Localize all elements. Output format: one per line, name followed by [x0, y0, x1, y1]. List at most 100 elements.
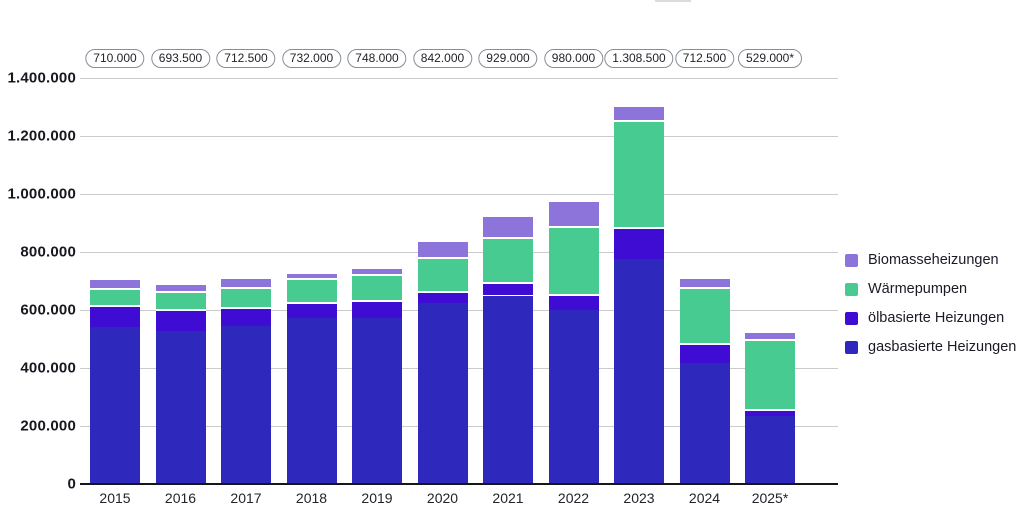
total-label-pill: 712.500: [674, 49, 735, 68]
bar-segment-gasbasierte: [352, 317, 402, 484]
x-axis-tick-label: 2019: [361, 490, 393, 506]
bar-segment-ölbasierte: [548, 294, 599, 311]
bar-segment-ölbasierte: [483, 281, 533, 296]
y-gridline: [80, 78, 838, 79]
bar-segment-wärmepumpen: [679, 286, 730, 343]
legend-swatch-icon: [845, 340, 858, 354]
legend-label: Biomasseheizungen: [868, 252, 999, 268]
bar-segment-gasbasierte: [155, 331, 206, 484]
bar-2018: [286, 0, 337, 484]
bar-2015: [90, 0, 140, 484]
chart-legend: Biomasseheizungen Wärmepumpen ölbasierte H…: [845, 252, 1016, 355]
total-label-pill: 980.000: [543, 49, 604, 68]
x-axis-tick-label: 2017: [230, 490, 262, 506]
bar-segment-wärmepumpen: [548, 225, 599, 295]
y-axis-tick-label: 1.000.000: [7, 185, 76, 203]
bar-segment-ölbasierte: [286, 301, 337, 319]
bar-segment-ölbasierte: [745, 409, 795, 416]
total-label-pill: 693.500: [150, 49, 211, 68]
y-axis-tick-label: 800.000: [20, 243, 76, 261]
bar-segment-wärmepumpen: [483, 237, 533, 282]
bar-segment-biomasseheizungen: [90, 278, 140, 288]
bar-segment-wärmepumpen: [417, 257, 468, 291]
legend-item-wärmepumpen: Wärmepumpen: [845, 281, 1016, 297]
y-axis-tick-label: 0: [67, 475, 76, 493]
bar-segment-biomasseheizungen: [417, 239, 468, 258]
y-axis-tick-label: 200.000: [20, 417, 76, 435]
bar-segment-gasbasierte: [286, 318, 337, 484]
total-label-pill: 842.000: [412, 49, 473, 68]
legend-item-ölbasierte: ölbasierte Heizungen: [845, 310, 1016, 326]
bar-segment-wärmepumpen: [352, 274, 402, 300]
bar-segment-gasbasierte: [221, 325, 271, 484]
y-gridline: [80, 194, 838, 195]
bar-segment-biomasseheizungen: [352, 267, 402, 275]
total-label-pill: 529.000*: [737, 49, 803, 68]
legend-swatch-icon: [845, 311, 858, 325]
legend-label: Wärmepumpen: [868, 281, 968, 297]
bar-segment-ölbasierte: [679, 342, 730, 363]
x-axis-tick-label: 2018: [295, 490, 328, 506]
bar-segment-biomasseheizungen: [483, 214, 533, 238]
bar-segment-biomasseheizungen: [548, 199, 599, 226]
bar-2024: [679, 0, 730, 484]
bar-segment-ölbasierte: [417, 290, 468, 303]
x-axis-tick-label: 2021: [492, 490, 524, 506]
bar-segment-gasbasierte: [614, 259, 664, 484]
legend-swatch-icon: [845, 282, 858, 296]
cropped-element-remnant: [655, 0, 691, 2]
bar-segment-biomasseheizungen: [614, 104, 664, 121]
bar-segment-ölbasierte: [614, 226, 664, 260]
bar-2021: [483, 0, 533, 484]
legend-label: ölbasierte Heizungen: [868, 310, 1005, 326]
bar-2023: [614, 0, 664, 484]
bar-segment-gasbasierte: [483, 295, 533, 484]
bar-segment-biomasseheizungen: [286, 271, 337, 279]
total-label-pill: 1.308.500: [604, 49, 674, 68]
bar-2016: [155, 0, 206, 484]
bar-segment-biomasseheizungen: [155, 282, 206, 292]
legend-item-biomasseheizungen: Biomasseheizungen: [845, 252, 1016, 268]
x-axis-tick-label: 2023: [623, 490, 655, 506]
bar-segment-gasbasierte: [679, 362, 730, 484]
bar-2025: [745, 0, 795, 484]
bar-segment-ölbasierte: [90, 304, 140, 328]
x-axis-tick-label: 2020: [426, 490, 459, 506]
x-axis-line: [80, 483, 838, 485]
total-label-pill: 929.000: [478, 49, 538, 68]
y-axis-tick-label: 400.000: [20, 359, 76, 377]
bar-segment-gasbasierte: [745, 415, 795, 484]
y-axis-tick-label: 600.000: [20, 301, 76, 319]
x-axis-tick-label: 2024: [688, 490, 721, 506]
y-axis-tick-label: 1.400.000: [7, 69, 76, 87]
total-label-pill: 710.000: [85, 49, 145, 68]
bar-segment-biomasseheizungen: [745, 330, 795, 339]
total-label-pill: 748.000: [347, 49, 407, 68]
x-axis-tick-label: 2015: [99, 490, 131, 506]
bar-segment-biomasseheizungen: [221, 277, 271, 288]
bar-segment-biomasseheizungen: [679, 277, 730, 287]
legend-swatch-icon: [845, 253, 858, 267]
bar-segment-ölbasierte: [221, 307, 271, 326]
bar-2019: [352, 0, 402, 484]
x-axis-tick-label: 2025*: [751, 490, 789, 506]
bar-segment-wärmepumpen: [286, 278, 337, 302]
bar-segment-wärmepumpen: [90, 287, 140, 305]
bar-2017: [221, 0, 271, 484]
y-axis-tick-label: 1.200.000: [7, 127, 76, 145]
x-axis-tick-label: 2022: [557, 490, 590, 506]
bar-segment-gasbasierte: [548, 310, 599, 484]
bar-segment-wärmepumpen: [155, 291, 206, 310]
y-gridline: [80, 136, 838, 137]
total-label-pill: 732.000: [281, 49, 342, 68]
bar-segment-ölbasierte: [352, 299, 402, 318]
bar-segment-wärmepumpen: [614, 120, 664, 227]
x-axis-tick-label: 2016: [164, 490, 197, 506]
bar-segment-gasbasierte: [417, 302, 468, 484]
legend-item-gasbasierte: gasbasierte Heizungen: [845, 339, 1016, 355]
bar-segment-ölbasierte: [155, 309, 206, 332]
bar-2022: [548, 0, 599, 484]
legend-label: gasbasierte Heizungen: [868, 339, 1017, 355]
bar-segment-wärmepumpen: [745, 339, 795, 410]
